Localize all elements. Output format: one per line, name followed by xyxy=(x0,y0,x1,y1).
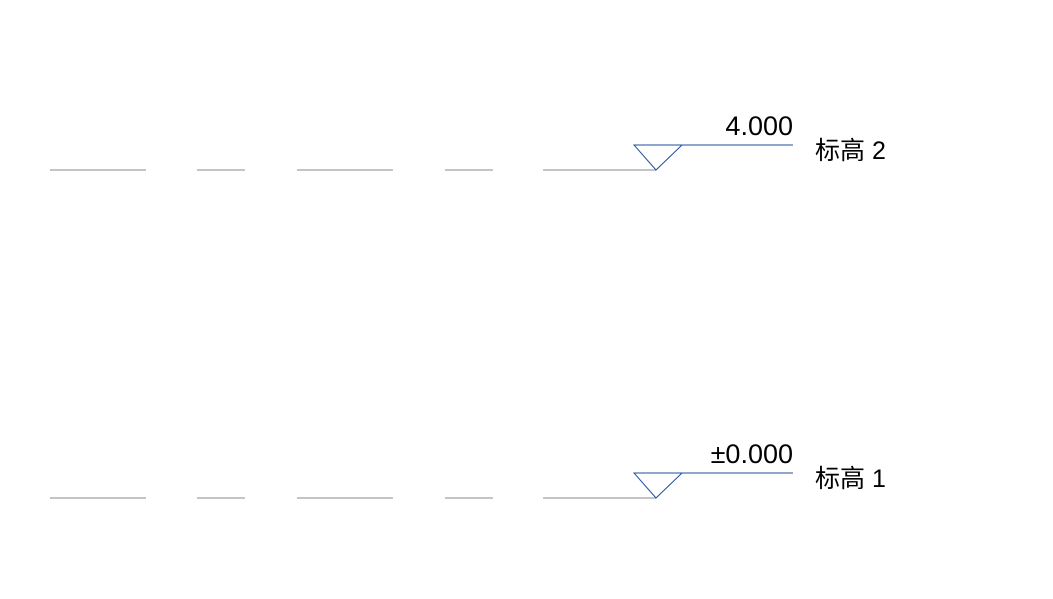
level-elevation: ±0.000 xyxy=(711,439,793,469)
level-name: 标高 1 xyxy=(815,465,886,493)
level-head-triangle xyxy=(632,144,684,171)
level-name: 标高 2 xyxy=(815,137,886,165)
level: ±0.000 标高 1 xyxy=(50,439,886,499)
level: 4.000 标高 2 xyxy=(50,111,886,171)
level-head-triangle xyxy=(632,472,684,499)
level-elevation: 4.000 xyxy=(725,111,793,141)
